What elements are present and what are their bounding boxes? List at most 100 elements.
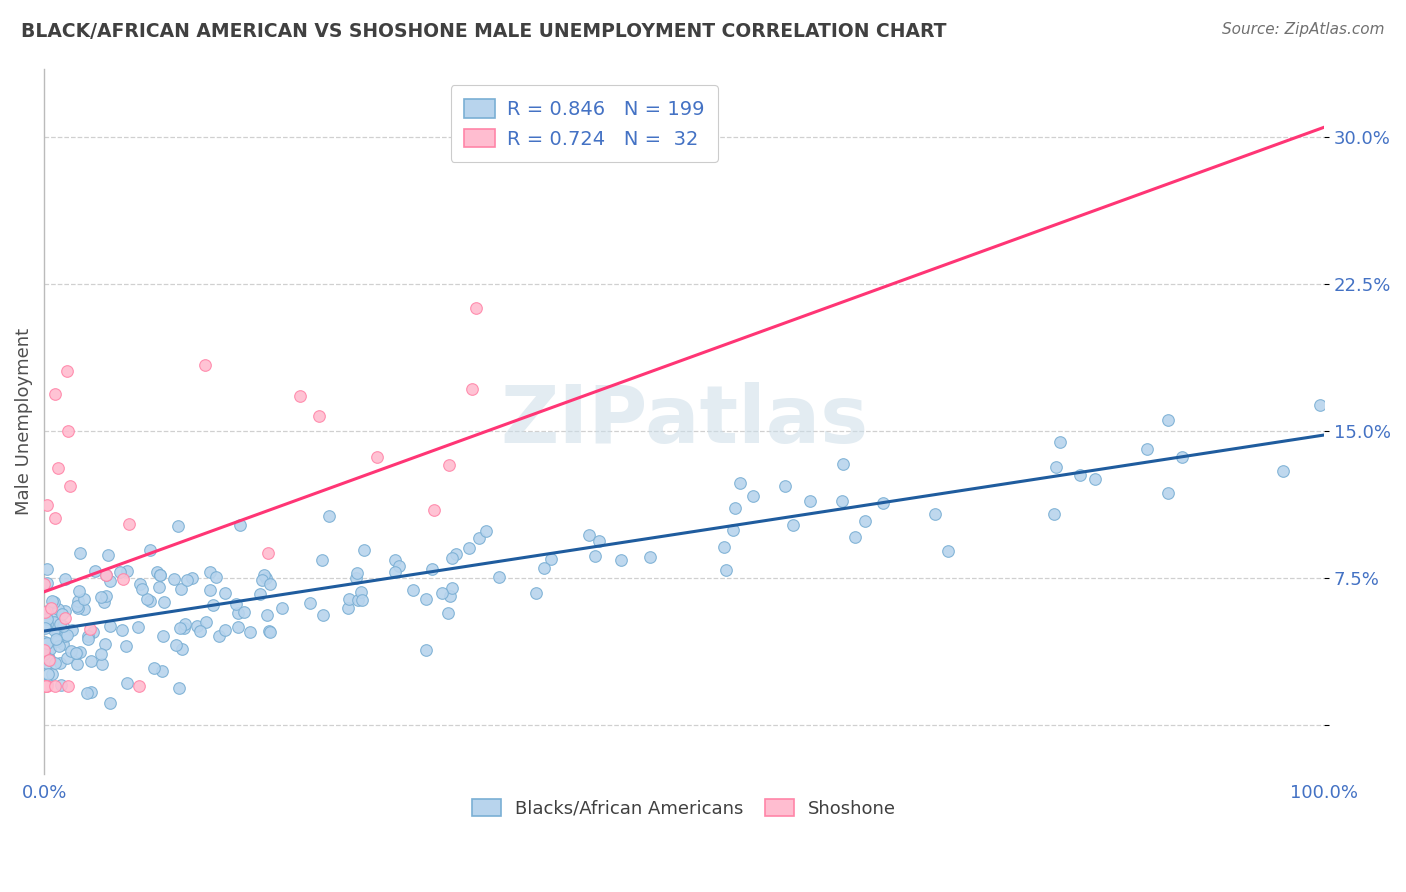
- Point: [384, 553, 406, 567]
- Point: [163, 572, 186, 586]
- Point: [66, 646, 89, 660]
- Point: [37, 604, 59, 618]
- Point: [415, 592, 437, 607]
- Point: [214, 624, 236, 638]
- Point: [1171, 450, 1194, 464]
- Point: [48, 639, 70, 653]
- Point: [83, 564, 105, 578]
- Point: [65, 646, 87, 660]
- Point: [53, 604, 76, 618]
- Point: [440, 581, 463, 595]
- Point: [165, 638, 187, 652]
- Point: [35, 677, 58, 691]
- Point: [350, 585, 373, 599]
- Point: [872, 496, 894, 510]
- Point: [128, 679, 150, 693]
- Point: [34, 621, 56, 635]
- Point: [34, 635, 56, 649]
- Point: [37, 498, 59, 512]
- Point: [1069, 467, 1091, 482]
- Point: [1157, 485, 1180, 500]
- Point: [35, 637, 58, 651]
- Point: [44, 386, 66, 401]
- Point: [35, 576, 58, 591]
- Point: [723, 523, 745, 537]
- Point: [41, 667, 63, 681]
- Point: [37, 657, 59, 671]
- Point: [198, 565, 221, 579]
- Point: [94, 568, 117, 582]
- Point: [384, 565, 406, 579]
- Point: [73, 592, 96, 607]
- Point: [936, 544, 959, 558]
- Point: [32, 643, 55, 657]
- Point: [524, 586, 547, 600]
- Point: [39, 653, 62, 667]
- Point: [415, 643, 437, 657]
- Point: [35, 562, 58, 576]
- Point: [77, 632, 100, 646]
- Point: [34, 647, 56, 661]
- Point: [73, 602, 96, 616]
- Point: [166, 519, 188, 533]
- Point: [49, 678, 72, 692]
- Point: [254, 571, 277, 585]
- Point: [226, 606, 249, 620]
- Point: [45, 632, 67, 647]
- Point: [44, 656, 66, 670]
- Point: [35, 615, 58, 630]
- Point: [488, 569, 510, 583]
- Point: [45, 633, 67, 648]
- Point: [135, 592, 157, 607]
- Point: [401, 583, 423, 598]
- Point: [346, 593, 368, 607]
- Point: [79, 622, 101, 636]
- Point: [49, 657, 72, 671]
- Point: [32, 679, 55, 693]
- Point: [37, 648, 59, 663]
- Point: [49, 616, 72, 631]
- Point: [91, 657, 114, 671]
- Point: [1309, 398, 1331, 412]
- Point: [53, 610, 76, 624]
- Point: [533, 561, 555, 575]
- Point: [96, 567, 118, 582]
- Point: [186, 619, 208, 633]
- Point: [150, 664, 173, 678]
- Point: [1083, 472, 1105, 486]
- Point: [468, 531, 491, 545]
- Point: [228, 518, 250, 533]
- Text: BLACK/AFRICAN AMERICAN VS SHOSHONE MALE UNEMPLOYMENT CORRELATION CHART: BLACK/AFRICAN AMERICAN VS SHOSHONE MALE …: [21, 22, 946, 41]
- Point: [69, 645, 91, 659]
- Point: [46, 624, 69, 638]
- Point: [588, 533, 610, 548]
- Point: [39, 641, 62, 656]
- Point: [118, 516, 141, 531]
- Point: [37, 667, 59, 681]
- Point: [437, 458, 460, 472]
- Point: [444, 547, 467, 561]
- Point: [60, 643, 83, 657]
- Point: [52, 637, 75, 651]
- Point: [149, 567, 172, 582]
- Point: [312, 608, 335, 623]
- Point: [250, 573, 273, 587]
- Point: [831, 493, 853, 508]
- Point: [56, 679, 79, 693]
- Point: [239, 625, 262, 640]
- Point: [94, 589, 117, 603]
- Point: [56, 651, 79, 665]
- Point: [610, 553, 633, 567]
- Point: [90, 647, 112, 661]
- Point: [461, 382, 484, 396]
- Point: [799, 494, 821, 508]
- Point: [193, 358, 215, 372]
- Point: [59, 479, 82, 493]
- Point: [420, 562, 443, 576]
- Point: [66, 599, 89, 613]
- Point: [98, 696, 121, 710]
- Point: [253, 567, 276, 582]
- Point: [350, 593, 373, 607]
- Point: [44, 595, 66, 609]
- Point: [35, 617, 58, 632]
